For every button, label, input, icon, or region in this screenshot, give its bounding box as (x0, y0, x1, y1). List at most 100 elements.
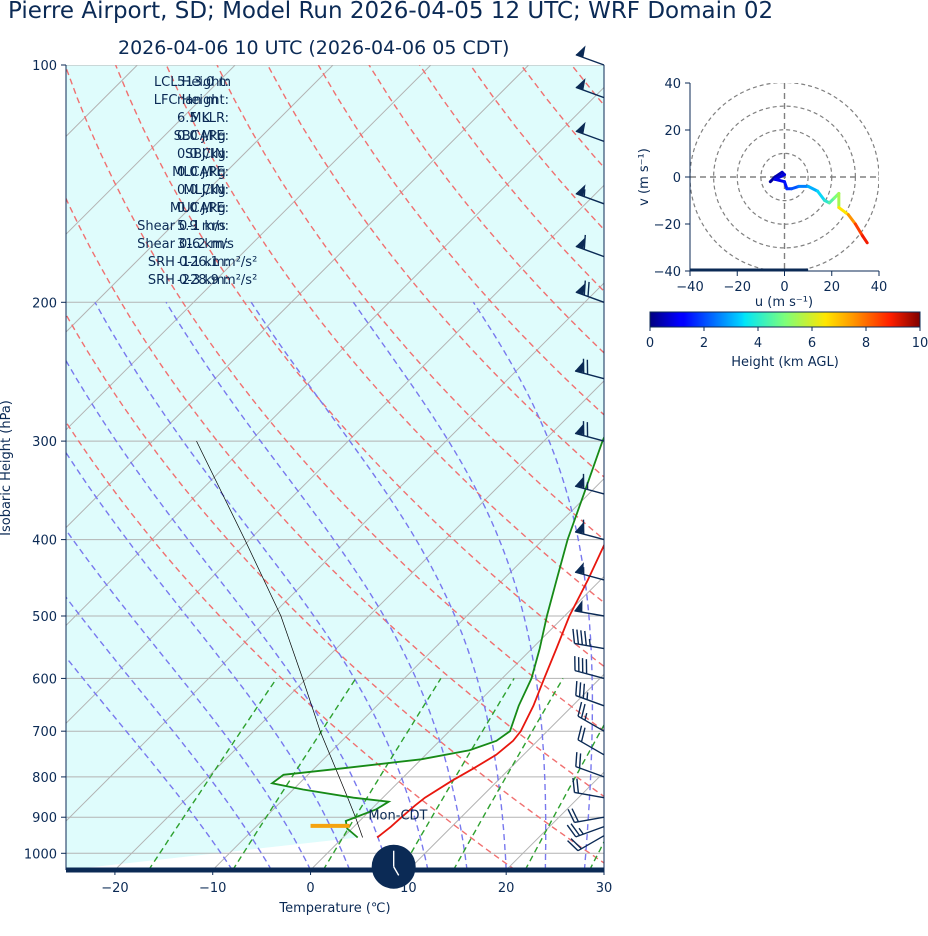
wind-barb-staff (575, 765, 605, 778)
skewt-tick-labels: −20 −10 0 10 20 30100200300400500600700800900… (24, 59, 612, 896)
mixing-ratio-line (148, 678, 278, 870)
wind-barb-full (575, 680, 578, 696)
colorbar-tick-label: 8 (862, 336, 870, 351)
stat-value: 513.0 m (177, 75, 231, 90)
moist-adiabat (66, 528, 312, 870)
wind-barb-staff (574, 669, 605, 680)
hodograph-y-tick-label: −40 (654, 265, 681, 280)
stat-label: SRH 0-1 km: (148, 255, 229, 270)
colorbar-tick-label: 2 (700, 336, 708, 351)
dry-adiabat (66, 420, 516, 870)
hodograph-y-tick-label: 20 (664, 124, 681, 139)
wind-barb (577, 725, 605, 756)
moist-adiabat (66, 596, 273, 870)
hodograph-rings (690, 83, 879, 271)
isotherm (66, 65, 529, 529)
wind-barb-flag (575, 476, 584, 489)
wind-barb-full (587, 281, 590, 297)
wind-barb-full (584, 630, 587, 646)
hodograph-x-tick-label: −40 (676, 280, 703, 295)
temperature-profile-line (376, 543, 604, 839)
cin-shading (66, 65, 604, 870)
clock-hour-hand (393, 866, 400, 876)
isotherm (66, 65, 432, 431)
wind-barb-flag (575, 282, 586, 295)
moist-adiabat (165, 301, 468, 870)
wind-barb-full (580, 727, 586, 742)
x-tick-label: 20 (498, 881, 515, 896)
wind-barb (572, 777, 605, 799)
stat-value: 0.0 J/kg (177, 165, 226, 180)
skewt-profiles (196, 435, 604, 839)
wind-barb (575, 78, 605, 99)
stat-value: -126.1 m²/s² (177, 255, 257, 270)
wind-barb-staff (575, 694, 605, 707)
isotherm (603, 869, 604, 870)
isotherm (114, 380, 604, 870)
stat-value: 6.5 K (177, 111, 211, 126)
wind-barb (575, 680, 605, 707)
stat-label: MUCAPE: (170, 201, 229, 216)
wind-barb-half (588, 638, 591, 647)
wind-barb-full (567, 809, 576, 823)
wind-barb-full (577, 701, 583, 717)
wind-barb-half (582, 567, 585, 575)
wind-barb-full (582, 519, 585, 535)
wind-barb-full (577, 725, 583, 740)
page-subtitle: 2026-04-06 10 UTC (2026-04-06 05 CDT) (118, 37, 510, 59)
hodograph-segment (816, 189, 827, 202)
dry-adiabat (66, 65, 604, 732)
y-tick-label: 900 (32, 811, 57, 826)
stat-value: 0.0 J/kg (177, 129, 226, 144)
wind-barb (575, 45, 605, 66)
parcel-profile-line (196, 440, 363, 838)
wind-barb-flag (575, 121, 586, 134)
y-tick-label: 800 (32, 771, 57, 786)
stat-label: SBCIN: (185, 147, 229, 162)
dry-adiabat (622, 65, 928, 870)
dry-adiabat (66, 196, 604, 798)
stat-label: Shear 0-6 km: (137, 237, 229, 252)
hodograph-y-tick-label: 0 (673, 171, 681, 186)
wind-barb-full (572, 628, 576, 644)
wind-barb-flag (575, 45, 586, 58)
height-colorbar: 0 2 4 6 8 10 (646, 311, 928, 351)
y-tick-label: 1000 (24, 847, 57, 862)
wind-barb-staff (574, 571, 605, 581)
mixing-ratio-line (452, 678, 564, 870)
wind-barb-half (584, 712, 588, 721)
dry-adiabat (66, 313, 604, 864)
wind-barb-staff (574, 816, 605, 824)
wind-barb-full (583, 280, 586, 296)
wind-barb (574, 358, 605, 380)
wind-barb-half (586, 692, 589, 700)
moist-adiabat (94, 301, 429, 870)
isotherm (66, 65, 334, 333)
wind-barb-full (582, 473, 585, 489)
hodograph-x-tick-label: 20 (823, 280, 840, 295)
sounding-stats: LCL Height:513.0 m LFC Height:nan m MLLR:6… (137, 75, 257, 288)
dry-adiabat (216, 65, 604, 541)
stat-label: MLCAPE: (172, 165, 229, 180)
stat-value: 0.0 J/kg (177, 201, 226, 216)
stat-label: SRH 0-3 km: (148, 273, 229, 288)
wind-barb (567, 835, 605, 852)
wind-barb-full (578, 753, 582, 769)
wind-barb-full (566, 824, 577, 838)
dry-adiabat (266, 65, 604, 478)
hodograph-segment (860, 234, 869, 245)
x-tick-label: 0 (306, 881, 314, 896)
wind-barb-full (580, 703, 586, 719)
wind-barb (566, 823, 605, 838)
stat-value: nan m (177, 93, 218, 108)
stat-label: MLCIN: (184, 183, 229, 198)
page-title: Pierre Airport, SD; Model Run 2026-04-05… (8, 0, 774, 24)
wind-barb-full (586, 422, 589, 437)
hodograph: −40 −20 0 20 40 −40 −20 0 20 40 (654, 77, 888, 295)
stat-label: LCL Height: (154, 75, 229, 90)
wind-barb-flag (575, 423, 584, 436)
wind-barb (577, 701, 605, 732)
wind-barb (574, 473, 605, 495)
hodograph-x-tick-label: 40 (871, 280, 888, 295)
